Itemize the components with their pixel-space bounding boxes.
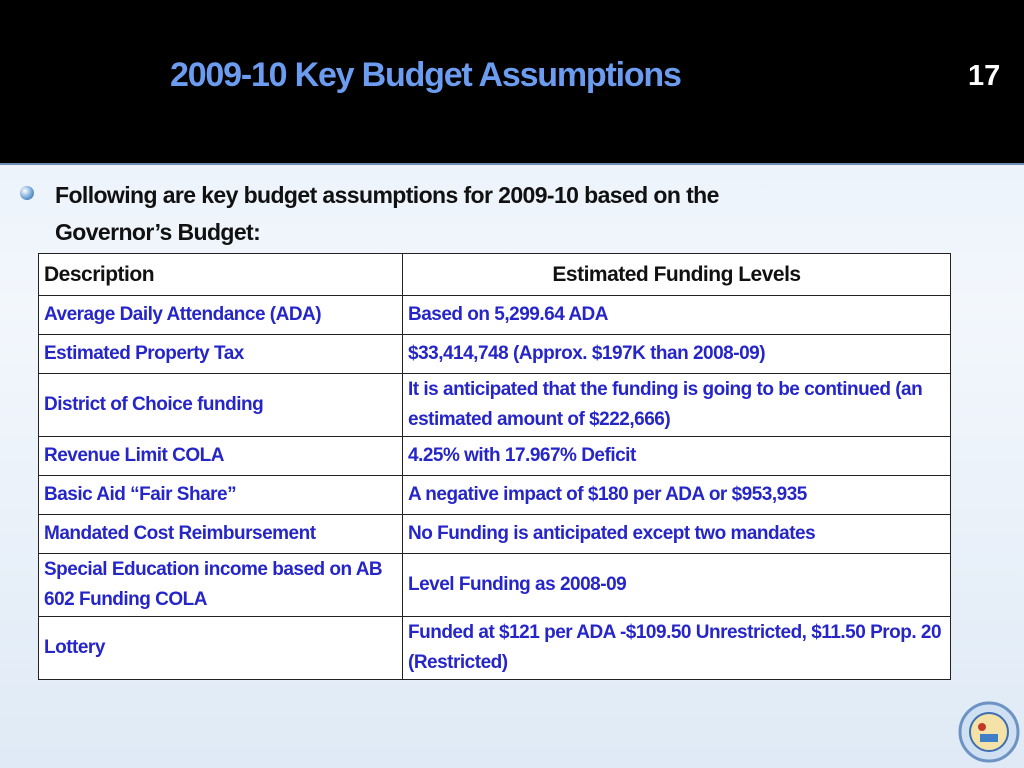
description-cell: Basic Aid “Fair Share” [38, 475, 403, 515]
description-cell: Mandated Cost Reimbursement [38, 514, 403, 554]
table-row: Lottery Funded at $121 per ADA -$109.50 U… [38, 616, 951, 680]
column-header: Estimated Funding Levels [402, 253, 951, 296]
description-cell: Lottery [38, 616, 403, 680]
district-logo [958, 701, 1020, 763]
funding-cell: It is anticipated that the funding is go… [402, 373, 951, 437]
slide-number: 17 [968, 60, 1001, 92]
table-row: District of Choice funding It is anticipa… [38, 373, 951, 437]
table-row: Estimated Property Tax $33,414,748 (Appro… [38, 334, 951, 374]
funding-cell: Funded at $121 per ADA -$109.50 Unrestri… [402, 616, 951, 680]
description-cell: Special Education income based on AB 602… [38, 553, 403, 617]
funding-cell: A negative impact of $180 per ADA or $95… [402, 475, 951, 515]
description-cell: Revenue Limit COLA [38, 436, 403, 476]
table-row: Mandated Cost Reimbursement No Funding is… [38, 514, 951, 554]
funding-cell: 4.25% with 17.967% Deficit [402, 436, 951, 476]
description-cell: Average Daily Attendance (ADA) [38, 295, 403, 335]
table-body: Average Daily Attendance (ADA) Based on 5… [38, 295, 951, 680]
bullet-text: Following are key budget assumptions for… [55, 182, 719, 245]
table-row: Revenue Limit COLA 4.25% with 17.967% Def… [38, 436, 951, 476]
budget-table: Description Estimated Funding Levels Ave… [38, 253, 951, 680]
funding-cell: Based on 5,299.64 ADA [402, 295, 951, 335]
column-header: Description [38, 253, 403, 296]
table-row: Basic Aid “Fair Share” A negative impact … [38, 475, 951, 515]
description-cell: Estimated Property Tax [38, 334, 403, 374]
description-cell: District of Choice funding [38, 373, 403, 437]
table-row: Special Education income based on AB 602… [38, 553, 951, 617]
funding-cell: Level Funding as 2008-09 [402, 553, 951, 617]
slide-title: 2009-10 Key Budget Assumptions [170, 56, 682, 94]
funding-cell: $33,414,748 (Approx. $197K than 2008-09) [402, 334, 951, 374]
bullet-icon [20, 186, 34, 200]
table-row: Average Daily Attendance (ADA) Based on 5… [38, 295, 951, 335]
funding-cell: No Funding is anticipated except two man… [402, 514, 951, 554]
header-bar [0, 0, 1024, 165]
header-row: Description Estimated Funding Levels [38, 253, 951, 296]
